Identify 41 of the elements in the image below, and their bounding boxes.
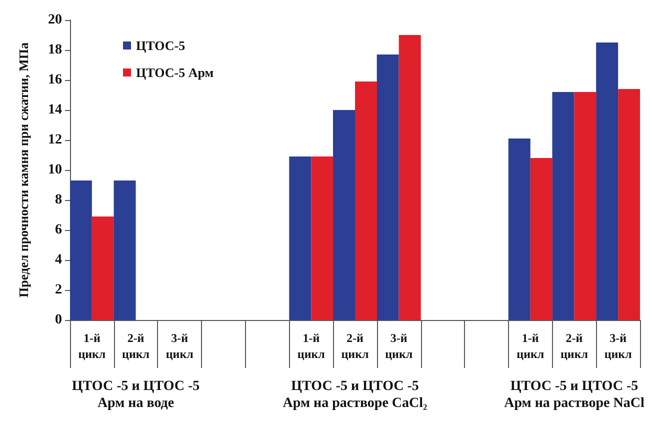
y-tick-label: 14: [48, 102, 62, 118]
bar: [530, 158, 552, 320]
y-tick-label: 20: [48, 12, 62, 28]
bar: [376, 54, 399, 320]
x-tick-label: 3-й цикл: [166, 331, 194, 361]
bar: [311, 156, 334, 320]
bar: [70, 180, 92, 320]
y-tick-label: 2: [55, 282, 62, 298]
x-tick-label: 1-й цикл: [78, 331, 106, 361]
x-tick-label: 1-й цикл: [516, 331, 544, 361]
y-tick-label: 8: [55, 192, 62, 208]
bar: [618, 89, 640, 320]
y-tick-label: 0: [55, 312, 62, 328]
bar: [552, 92, 574, 320]
y-axis-title: Предел прочности камня при сжатии, МПа: [16, 42, 31, 298]
y-tick-label: 4: [55, 252, 62, 268]
text: ЦТОС -5 и ЦТОС -5 Арм на растворе CaCl₂: [282, 379, 428, 411]
y-tick-label: 18: [48, 42, 62, 58]
x-tick-label: 2-й цикл: [341, 331, 369, 361]
x-tick-label: 1-й цикл: [297, 331, 326, 361]
x-tick-label: 2-й цикл: [122, 331, 150, 361]
x-tick-label: 2-й цикл: [560, 331, 588, 361]
y-tick-label: 12: [48, 132, 62, 148]
bar: [596, 42, 618, 320]
legend-label: ЦТОС-5 Арм: [136, 65, 214, 80]
bar: [508, 138, 530, 320]
bar: [355, 82, 377, 320]
bar: [574, 92, 596, 320]
y-tick-label: 16: [48, 72, 62, 88]
text: ЦТОС -5 и ЦТОС -5 Арм на воде: [72, 379, 200, 411]
y-tick-label: 6: [55, 222, 62, 238]
bar: [92, 216, 114, 320]
x-tick-label: 3-й цикл: [604, 331, 632, 361]
x-tick-label: 3-й цикл: [385, 331, 413, 361]
text: ЦТОС -5 и ЦТОС -5 Арм на растворе NaCl: [504, 379, 644, 411]
y-tick-label: 10: [48, 162, 62, 178]
bar: [398, 35, 421, 320]
legend-label: ЦТОС-5: [136, 38, 186, 53]
bar: [289, 156, 312, 320]
bar: [114, 180, 136, 320]
bar: [333, 110, 355, 320]
